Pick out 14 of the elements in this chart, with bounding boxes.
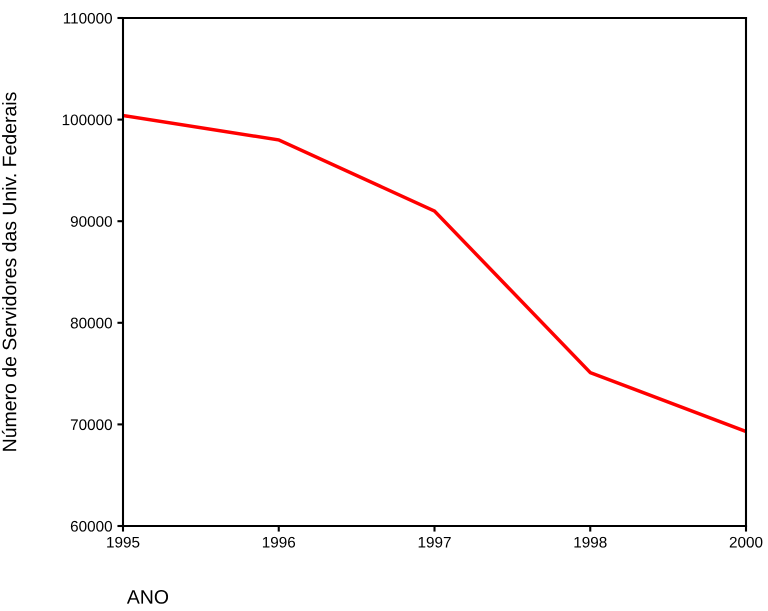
y-tick-label: 90000	[70, 216, 112, 227]
y-tick-label: 70000	[70, 419, 112, 430]
x-tick-label: 2000	[730, 536, 762, 548]
x-tick-label: 1996	[262, 536, 296, 548]
x-tick-label: 1998	[574, 536, 607, 548]
y-tick-label: 80000	[70, 318, 112, 328]
x-tick-label: 1995	[107, 536, 140, 548]
y-tick-label: 100000	[62, 114, 112, 126]
line-series	[123, 114, 746, 434]
y-axis-title: Número de Servidores das Univ. Federais	[2, 92, 16, 451]
x-axis-title: ANO	[126, 590, 168, 604]
x-tick-label: 1997	[418, 536, 451, 548]
y-tick-label: 110000	[64, 12, 112, 24]
y-tick-label: 60000	[70, 520, 112, 532]
